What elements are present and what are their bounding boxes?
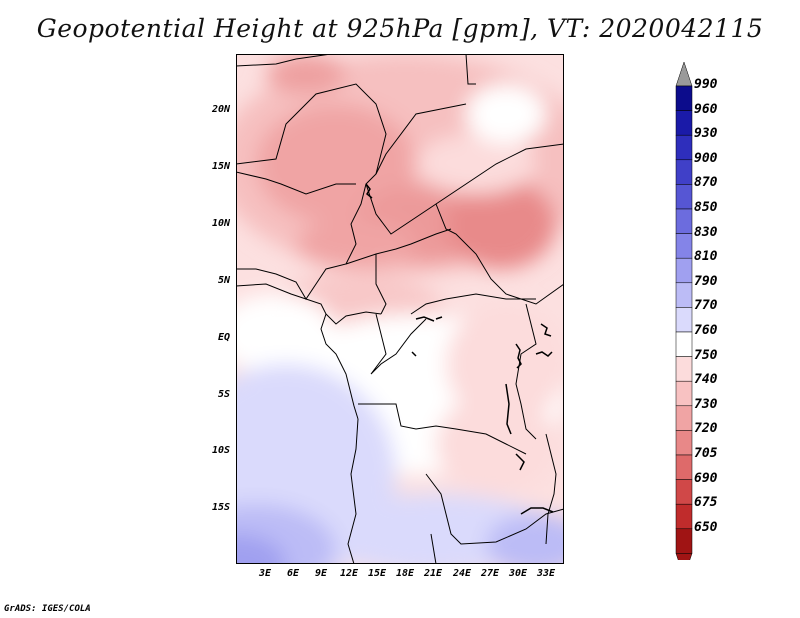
colorbar-swatch (675, 356, 693, 382)
colorbar-level-label: 770 (694, 298, 718, 314)
colorbar-level-label: 750 (694, 347, 718, 363)
lon-label: 18E (395, 568, 415, 579)
colorbar-swatch (675, 184, 693, 210)
colorbar-bottom-arrow (675, 553, 693, 560)
colorbar-level-label: 740 (694, 372, 718, 388)
colorbar-level-label: 790 (694, 273, 718, 289)
lat-label: 10N (211, 218, 230, 229)
map-panel (236, 54, 564, 564)
colorbar-swatch (675, 331, 693, 357)
colorbar-level-label: 705 (694, 446, 718, 461)
colorbar-level-label: 850 (694, 200, 718, 215)
colorbar-swatch (675, 282, 693, 308)
lakes (365, 183, 554, 515)
colorbar-top-arrow (675, 61, 693, 87)
colorbar-level-label: 675 (694, 495, 718, 511)
lon-label: 3E (258, 568, 272, 579)
colorbar-swatch (675, 405, 693, 431)
lon-label: 12E (339, 568, 359, 579)
colorbar-level-label: 760 (694, 323, 718, 338)
colorbar-level-label: 690 (694, 470, 718, 486)
lon-label: 15E (367, 568, 387, 579)
lat-label: 15N (211, 161, 230, 172)
lat-label: 5N (217, 275, 230, 286)
colorbar-level-label: 830 (694, 224, 718, 240)
lat-label: 10S (211, 445, 230, 456)
lon-label: 9E (314, 568, 328, 579)
map-frame (236, 54, 564, 564)
colorbar-level-label: 960 (694, 101, 718, 117)
colorbar (675, 61, 693, 560)
footer-credit: GrADS: IGES/COLA (4, 604, 91, 614)
lat-label: 20N (211, 104, 230, 115)
colorbar-swatch (675, 233, 693, 259)
colorbar-swatch (675, 380, 693, 407)
colorbar-level-label: 650 (694, 519, 718, 535)
lat-label: 15S (211, 502, 230, 513)
colorbar-swatch (675, 257, 693, 284)
colorbar-swatch (675, 528, 693, 554)
colorbar-level-label: 730 (694, 396, 718, 412)
colorbar-swatch (675, 479, 693, 505)
colorbar-swatch (675, 430, 693, 456)
colorbar-swatch (675, 134, 693, 161)
lon-label: 6E (286, 568, 300, 579)
country-borders (236, 54, 564, 564)
lon-label: 24E (452, 568, 472, 579)
colorbar-level-label: 870 (694, 175, 718, 191)
colorbar-level-label: 930 (694, 126, 718, 142)
lat-label: EQ (217, 332, 230, 343)
lon-label: 21E (423, 568, 443, 579)
colorbar-swatch (675, 85, 693, 111)
lon-label: 33E (536, 568, 556, 579)
lat-label: 5S (217, 389, 230, 400)
colorbar-swatch (675, 307, 693, 333)
chart-title: Geopotential Height at 925hPa [gpm], VT:… (36, 14, 764, 43)
colorbar-swatch (675, 159, 693, 185)
colorbar-swatch (675, 454, 693, 480)
colorbar-swatch (675, 503, 693, 530)
colorbar-level-label: 720 (694, 421, 718, 437)
colorbar-level-label: 900 (694, 150, 718, 166)
lon-label: 27E (480, 568, 500, 579)
colorbar-level-label: 990 (694, 77, 718, 92)
lon-label: 30E (508, 568, 528, 579)
colorbar-swatch (675, 110, 693, 136)
colorbar-swatch (675, 208, 693, 234)
colorbar-level-label: 810 (694, 249, 718, 265)
